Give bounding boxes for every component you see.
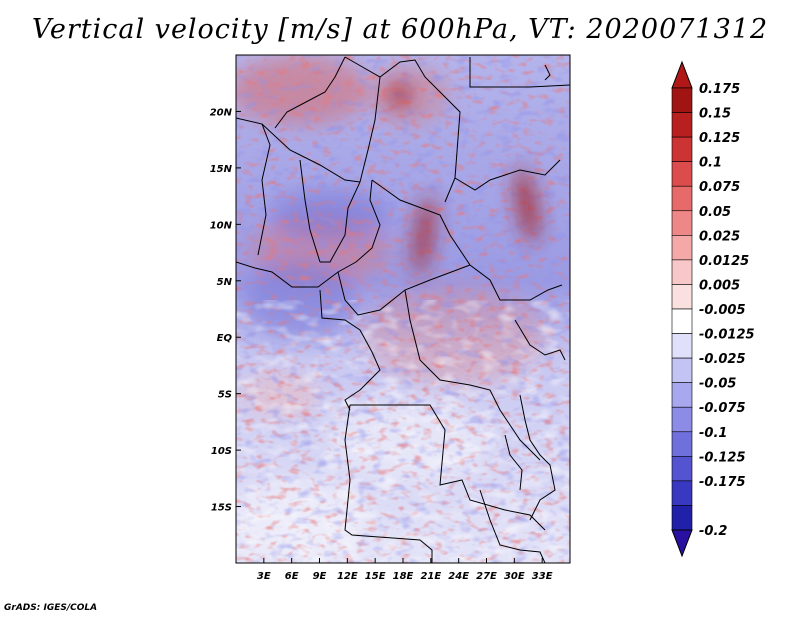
colorbar-label: -0.0125	[699, 328, 755, 343]
colorbar-label: 0.1	[699, 156, 722, 171]
x-tick-label: 27E	[476, 571, 497, 582]
colorbar-bottom-arrow	[671, 529, 693, 558]
y-tick-label: 10N	[210, 220, 233, 231]
colorbar-label: 0.005	[699, 278, 740, 293]
colorbar-label: -0.1	[699, 426, 727, 441]
x-tick-label: 21E	[420, 571, 441, 582]
colorbar-swatch	[671, 333, 693, 359]
x-axis-labels: 3E 6E 9E 12E 15E 18E 21E 24E 27E 30E 33E	[257, 571, 553, 582]
velocity-field	[236, 55, 570, 563]
country-borders	[236, 56, 570, 563]
colorbar-label: 0.175	[699, 82, 740, 97]
x-tick-label: 12E	[337, 571, 358, 582]
colorbar-swatch	[671, 185, 693, 212]
axis-ticks	[236, 110, 543, 563]
x-tick-label: 33E	[532, 571, 553, 582]
y-tick-label: 10S	[211, 446, 232, 457]
colorbar-swatch	[671, 406, 693, 433]
y-tick-label: 5N	[217, 277, 233, 288]
colorbar-label: 0.075	[699, 180, 740, 195]
colorbar-swatch	[671, 161, 693, 187]
colorbar-label: -0.075	[699, 401, 746, 416]
colorbar-label: 0.025	[699, 229, 740, 244]
colorbar-label: -0.175	[699, 475, 746, 490]
colorbar-label: 0.05	[699, 205, 731, 220]
colorbar-swatch	[671, 235, 693, 261]
colorbar-top-arrow	[671, 60, 693, 89]
colorbar-label: 0.0125	[699, 254, 749, 269]
colorbar-label: -0.005	[699, 303, 746, 318]
colorbar-label: 0.15	[699, 107, 731, 122]
x-tick-label: 30E	[504, 571, 525, 582]
colorbar-swatch	[671, 480, 693, 506]
colorbar-swatch	[671, 382, 693, 408]
colorbar-label: -0.2	[699, 524, 727, 539]
colorbar-swatch	[671, 308, 693, 334]
colorbar-swatch	[671, 87, 693, 113]
x-tick-label: 6E	[285, 571, 299, 582]
x-tick-label: 18E	[393, 571, 414, 582]
colorbar-label: -0.05	[699, 377, 736, 392]
y-tick-label: 20N	[210, 107, 233, 118]
colorbar-swatch	[671, 112, 693, 138]
x-tick-label: 15E	[365, 571, 386, 582]
colorbar-swatch	[671, 284, 693, 310]
colorbar-swatch	[671, 357, 693, 383]
colorbar-label: -0.025	[699, 352, 746, 367]
y-tick-label: 5S	[218, 390, 232, 401]
grads-credit: GrADS: IGES/COLA	[4, 603, 98, 613]
colorbar-swatch	[671, 259, 693, 285]
y-tick-label: 15N	[210, 164, 233, 175]
colorbar-label: 0.125	[699, 131, 740, 146]
colorbar-swatch	[671, 456, 693, 482]
chart-title: Vertical velocity [m/s] at 600hPa, VT: 2…	[31, 14, 769, 45]
x-tick-label: 3E	[257, 571, 271, 582]
colorbar-swatch	[671, 136, 693, 162]
x-tick-label: 24E	[448, 571, 469, 582]
y-axis-labels: 20N 15N 10N 5N EQ 5S 10S 15S	[210, 107, 233, 513]
y-tick-label: 15S	[211, 503, 232, 514]
colorbar-swatch	[671, 210, 693, 236]
colorbar: 0.175 0.15 0.125 0.1 0.075 0.05 0.025 0.0125 0.0…	[671, 60, 755, 558]
colorbar-swatch	[671, 505, 693, 531]
colorbar-swatch	[671, 431, 693, 457]
x-tick-label: 9E	[313, 571, 327, 582]
colorbar-label: -0.125	[699, 450, 746, 465]
y-tick-label: EQ	[217, 333, 233, 344]
